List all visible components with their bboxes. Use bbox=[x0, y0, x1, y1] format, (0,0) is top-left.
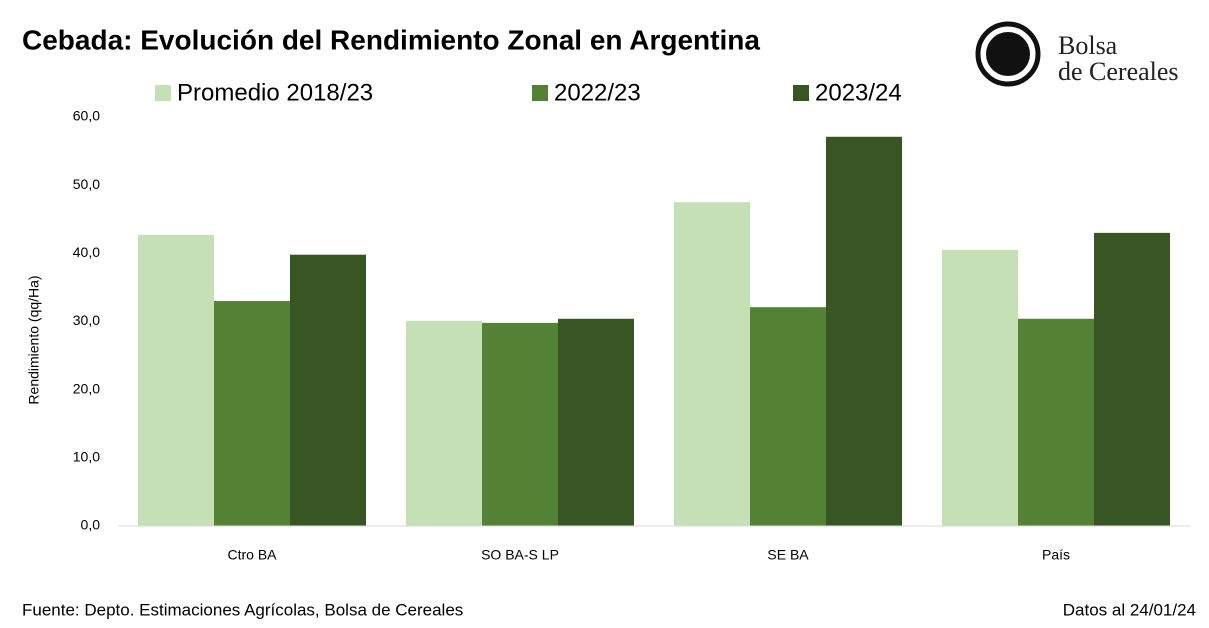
legend-swatch bbox=[793, 85, 809, 101]
bar bbox=[482, 322, 558, 526]
bar bbox=[290, 254, 366, 527]
y-tick-label: 30,0 bbox=[73, 312, 100, 328]
bar bbox=[826, 136, 902, 527]
logo-text: Bolsa bbox=[1058, 31, 1118, 60]
x-tick-label: Ctro BA bbox=[227, 547, 277, 563]
y-tick-label: 60,0 bbox=[73, 108, 100, 124]
y-tick-label: 20,0 bbox=[73, 380, 100, 396]
bar bbox=[214, 301, 290, 526]
source-note: Fuente: Depto. Estimaciones Agrícolas, B… bbox=[22, 600, 463, 619]
legend-label: Promedio 2018/23 bbox=[177, 79, 373, 106]
logo: Bolsa de Cereales bbox=[975, 21, 1179, 87]
legend-label: 2023/24 bbox=[815, 79, 902, 106]
date-note: Datos al 24/01/24 bbox=[1063, 600, 1196, 619]
legend-label: 2022/23 bbox=[554, 79, 641, 106]
legend-swatch bbox=[155, 85, 171, 101]
logo-text: de Cereales bbox=[1058, 57, 1179, 86]
bar bbox=[942, 249, 1018, 527]
y-tick-label: 10,0 bbox=[73, 449, 100, 465]
bar bbox=[750, 307, 826, 526]
y-tick-label: 50,0 bbox=[73, 176, 100, 192]
bar bbox=[138, 234, 214, 526]
bar bbox=[406, 320, 482, 526]
x-tick-label: País bbox=[1042, 547, 1070, 563]
bar bbox=[1018, 318, 1094, 526]
bar bbox=[674, 202, 750, 527]
x-tick-label: SE BA bbox=[767, 547, 809, 563]
chart-title: Cebada: Evolución del Rendimiento Zonal … bbox=[22, 24, 760, 55]
y-axis-label: Rendimiento (qq/Ha) bbox=[26, 275, 42, 404]
x-tick-label: SO BA-S LP bbox=[481, 547, 559, 563]
bar bbox=[1094, 232, 1170, 526]
y-tick-label: 0,0 bbox=[81, 517, 101, 533]
y-tick-label: 40,0 bbox=[73, 244, 100, 260]
logo-center bbox=[986, 32, 1030, 76]
bar bbox=[558, 318, 634, 526]
legend-swatch bbox=[532, 85, 548, 101]
